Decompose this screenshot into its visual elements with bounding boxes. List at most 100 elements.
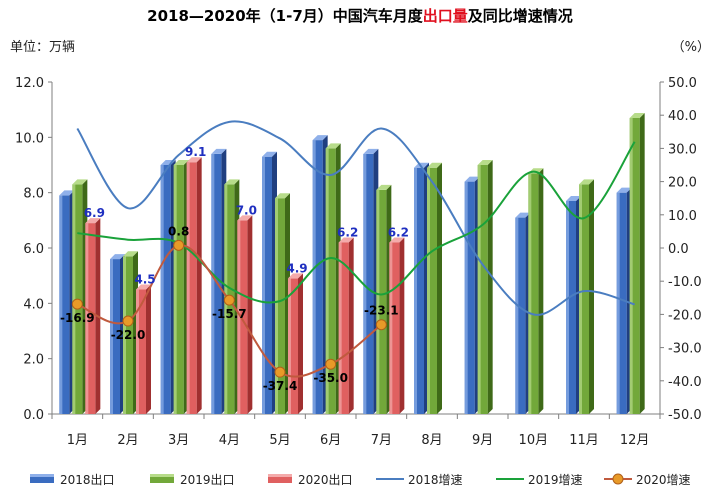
bar-top-face: [275, 193, 290, 199]
bar-highlight: [389, 242, 393, 414]
legend-swatch: [150, 474, 174, 483]
title-part-1: 2018—2020年（1-7月）中国汽车月度: [147, 7, 424, 25]
legend-swatch: [268, 474, 292, 483]
legend-swatch: [30, 474, 54, 483]
bar-top-face: [211, 148, 227, 154]
bar-top-face: [173, 160, 189, 165]
bar-2019出口: [376, 184, 392, 414]
bar-2020出口: [136, 284, 151, 414]
bar-top-face: [376, 184, 392, 190]
bar-highlight: [312, 140, 316, 414]
x-tick-label: 6月: [320, 433, 341, 448]
bar-side-face: [487, 160, 493, 414]
bar-highlight: [275, 198, 278, 414]
bar-highlight: [72, 184, 76, 414]
right-tick-label: 0.0: [668, 242, 689, 257]
line-2018增速: [76, 120, 635, 316]
bar-highlight: [211, 153, 215, 414]
bar-top-face: [629, 112, 645, 118]
x-tick-label: 7月: [371, 433, 392, 448]
bar-front-face: [123, 256, 133, 414]
bar-2019出口: [173, 160, 189, 414]
right-tick-label: 40.0: [668, 109, 697, 124]
bar-data-label: 4.5: [134, 273, 155, 287]
bar-front-face: [288, 278, 298, 414]
legend-label: 2018增速: [408, 473, 463, 487]
x-tick-label: 4月: [219, 433, 240, 448]
bar-highlight: [477, 165, 481, 414]
bar-front-face: [237, 220, 248, 414]
x-tick-label: 9月: [472, 433, 493, 448]
bar-highlight: [338, 242, 342, 414]
chart-title: 2018—2020年（1-7月）中国汽车月度出口量及同比增速情况: [147, 7, 573, 25]
bar-data-label: 7.0: [236, 203, 257, 217]
bar-front-face: [85, 223, 96, 414]
bar-highlight: [123, 256, 126, 414]
bar-side-face: [247, 215, 253, 414]
bar-side-face: [298, 273, 303, 414]
x-tick-label: 12月: [620, 433, 650, 448]
bar-top-face: [427, 162, 442, 168]
right-tick-label: -10.0: [668, 275, 702, 290]
legend-swatch-highlight: [30, 474, 54, 477]
bar-top-face: [224, 179, 240, 185]
bar-highlight: [464, 181, 468, 414]
bar-2019出口: [477, 160, 493, 414]
bar-front-face: [363, 153, 374, 414]
line-data-label: -22.0: [111, 328, 146, 342]
left-tick-label: 6.0: [23, 242, 44, 257]
bar-front-face: [338, 242, 349, 414]
bar-2019出口: [528, 168, 544, 414]
bar-front-face: [427, 167, 437, 414]
bar-front-face: [110, 259, 120, 414]
bar-top-face: [616, 187, 632, 193]
bar-top-face: [464, 176, 480, 182]
bar-front-face: [136, 289, 146, 414]
left-unit-label: 单位：万辆: [10, 40, 75, 55]
left-tick-label: 10.0: [15, 131, 44, 146]
bar-side-face: [639, 112, 645, 414]
bar-highlight: [515, 217, 519, 414]
bar-highlight: [414, 167, 417, 414]
line-data-label: -15.7: [212, 307, 247, 321]
bar-2018出口: [59, 190, 75, 414]
left-tick-label: 12.0: [15, 76, 44, 91]
bar-side-face: [538, 168, 544, 414]
bar-data-label: 6.2: [388, 225, 409, 239]
bar-highlight: [237, 220, 241, 414]
bar-highlight: [629, 117, 633, 414]
legend-item-2020出口: 2020出口: [268, 473, 353, 487]
legend-item-2018出口: 2018出口: [30, 473, 115, 487]
right-tick-label: 10.0: [668, 209, 697, 224]
bar-top-face: [85, 218, 101, 224]
x-tick-label: 10月: [519, 433, 549, 448]
legend-item-2019增速: 2019增速: [496, 473, 583, 487]
bar-2018出口: [414, 162, 429, 414]
bar-top-face: [566, 195, 581, 201]
bar-top-face: [110, 254, 125, 260]
bar-front-face: [275, 198, 285, 414]
right-tick-label: 20.0: [668, 176, 697, 191]
bar-2020出口: [338, 237, 354, 414]
bar-top-face: [363, 148, 379, 154]
right-tick-label: 50.0: [668, 76, 697, 91]
bar-front-face: [414, 167, 424, 414]
bar-side-face: [348, 237, 354, 414]
bar-highlight: [110, 259, 113, 414]
line-data-label: -16.9: [60, 311, 95, 325]
bar-2018出口: [566, 195, 581, 414]
bar-top-face: [579, 179, 594, 185]
bar-front-face: [629, 117, 640, 414]
bar-front-face: [389, 242, 400, 414]
bar-highlight: [325, 148, 329, 414]
bar-2019出口: [629, 112, 645, 414]
legend-label: 2020出口: [298, 473, 353, 487]
bar-2020出口: [186, 157, 202, 414]
bar-front-face: [160, 165, 171, 414]
bar-2019出口: [427, 162, 442, 414]
marker-2020增速: [173, 239, 185, 251]
bar-data-label: 6.9: [84, 206, 105, 220]
marker-2020增速: [71, 298, 83, 310]
marker-2020增速: [122, 315, 134, 327]
